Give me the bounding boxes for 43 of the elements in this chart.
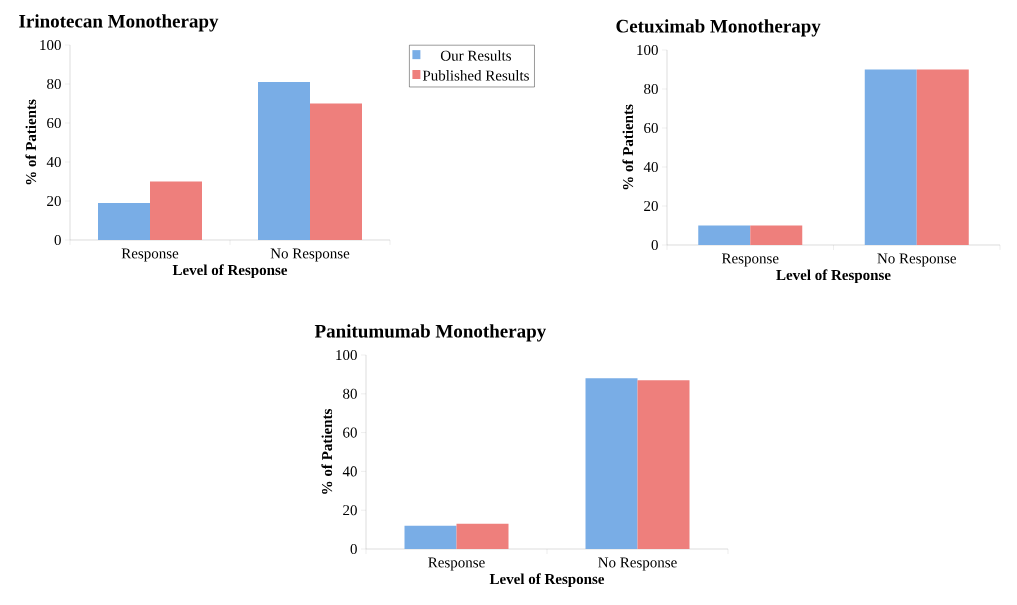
x-tick-label: No Response [877,253,957,267]
x-axis-title: Level of Response [776,269,891,284]
bar [150,181,202,240]
y-tick-label: 80 [47,78,61,90]
y-tick-label: 20 [644,200,658,212]
x-tick-label: No Response [270,248,350,262]
chart-title: Panitumumab Monotherapy [314,324,547,342]
y-tick-label: 80 [644,83,658,95]
y-tick-label: 20 [47,195,61,207]
y-tick-label: 80 [343,388,357,399]
y-axis-title: % of Patients [25,99,37,185]
chart-title: Cetuximab Monotherapy [616,19,821,37]
bar [404,525,457,549]
y-tick-label: 60 [47,117,61,129]
chart-title: Irinotecan Monotherapy [19,14,219,32]
bar [98,202,150,240]
legend-label: Our Results [440,50,512,61]
x-axis-title: Level of Response [489,573,605,588]
bar [310,103,362,240]
bar [637,380,690,549]
bar [258,82,310,240]
y-tick-label: 40 [342,466,357,477]
y-tick-label: 60 [644,122,658,134]
y-tick-label: 0 [350,543,357,555]
y-tick-label: 100 [336,349,357,361]
y-axis-title: % of Patients [622,104,634,190]
y-tick-label: 40 [643,161,658,173]
y-axis-title: % of Patients [321,409,333,494]
x-tick-label: Response [721,253,779,267]
y-tick-label: 0 [54,234,61,246]
x-tick-label: Response [121,248,179,262]
y-tick-label: 100 [637,44,658,56]
y-tick-label: 100 [40,39,61,51]
x-tick-label: No Response [598,557,677,571]
y-tick-label: 0 [651,239,658,251]
bar [456,523,509,549]
y-tick-label: 60 [343,427,357,438]
x-tick-label: Response [428,557,485,571]
y-tick-label: 40 [46,156,61,168]
y-tick-label: 20 [343,505,357,516]
bar [585,378,638,549]
x-axis-title: Level of Response [172,264,288,279]
legend-label: Published Results [422,70,529,81]
